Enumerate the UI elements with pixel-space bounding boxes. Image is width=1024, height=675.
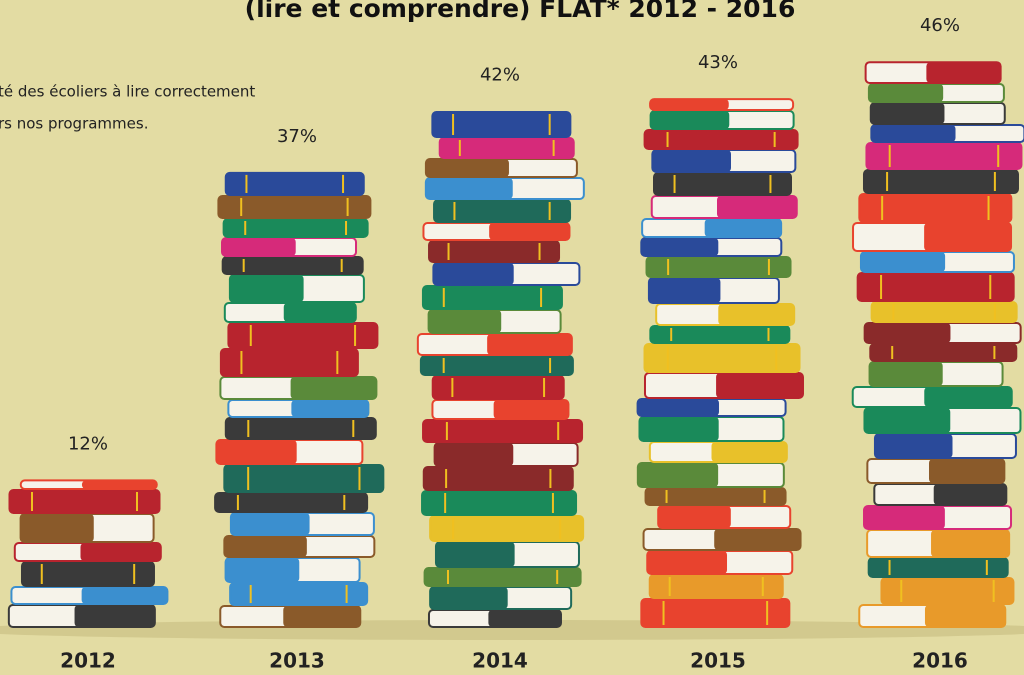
book-cover [637, 399, 719, 416]
value-label: 42% [480, 64, 520, 85]
book-cover [864, 506, 945, 529]
book-cover [81, 480, 157, 489]
book-cover [283, 303, 356, 322]
book-cover [74, 605, 155, 627]
book [224, 171, 365, 196]
book-cover [425, 178, 513, 199]
book-cover [434, 443, 514, 466]
book-cover [291, 400, 369, 417]
book-cover [488, 610, 561, 627]
book-cover [871, 125, 956, 142]
value-label: 37% [277, 126, 317, 147]
book-cover [717, 196, 797, 218]
subtitle: té des écoliers à lire correctement [0, 83, 255, 101]
book-stack [636, 98, 804, 628]
book-stack [214, 171, 385, 628]
x-tick-label: 2013 [269, 649, 325, 673]
book-cover [224, 536, 307, 557]
book-cover [229, 275, 304, 302]
book-cover [20, 514, 94, 542]
book-cover [81, 587, 168, 604]
book-cover [714, 529, 801, 550]
book-cover [493, 400, 569, 419]
book-cover [704, 219, 782, 237]
book-cover [868, 84, 944, 102]
x-tick-label: 2014 [472, 649, 528, 673]
book-cover [926, 62, 1001, 83]
book-cover [874, 434, 953, 458]
chart-title: (lire et comprendre) FLAT* 2012 - 2016 [245, 0, 796, 23]
book-cover [864, 323, 951, 343]
book-cover [924, 223, 1012, 251]
book-cover [650, 99, 729, 110]
book-cover [489, 223, 570, 240]
book-cover [641, 238, 719, 256]
book-cover [658, 506, 731, 528]
book-cover [924, 387, 1012, 407]
book-cover [639, 417, 719, 441]
book-stack [416, 111, 585, 628]
book-cover [283, 606, 361, 627]
book-cover [711, 442, 787, 462]
value-label: 12% [68, 433, 108, 454]
value-label: 43% [698, 52, 738, 73]
subtitle: rs nos programmes. [0, 115, 148, 133]
book-cover [933, 484, 1007, 505]
book-cover [80, 543, 161, 561]
book-cover [216, 440, 297, 464]
x-tick-label: 2016 [912, 649, 968, 673]
value-label: 46% [920, 15, 960, 36]
book-cover [924, 605, 1006, 627]
x-tick-label: 2012 [60, 649, 116, 673]
book-stack [7, 479, 169, 628]
book-cover [487, 334, 572, 355]
book-cover [869, 362, 943, 386]
book-cover [870, 103, 945, 124]
book-cover [716, 373, 803, 398]
book-cover [931, 530, 1010, 557]
book-cover [425, 159, 509, 177]
book [431, 111, 572, 138]
book-cover [290, 377, 377, 399]
book-cover [637, 463, 719, 487]
book-cover [718, 304, 795, 325]
book-cover [860, 252, 946, 272]
book-stack [851, 61, 1024, 628]
book-cover [428, 310, 502, 333]
book-cover [864, 408, 951, 433]
book-cover [647, 551, 728, 574]
book-cover [225, 558, 300, 582]
book-cover [928, 459, 1005, 483]
book-cover [433, 263, 514, 285]
book-cover [435, 542, 515, 567]
book-cover [650, 111, 730, 129]
x-tick-label: 2015 [690, 649, 746, 673]
book-cover [648, 278, 721, 303]
book-cover [230, 513, 310, 535]
book-cover [430, 587, 508, 609]
book-cover [652, 150, 732, 172]
book-cover [222, 238, 296, 256]
